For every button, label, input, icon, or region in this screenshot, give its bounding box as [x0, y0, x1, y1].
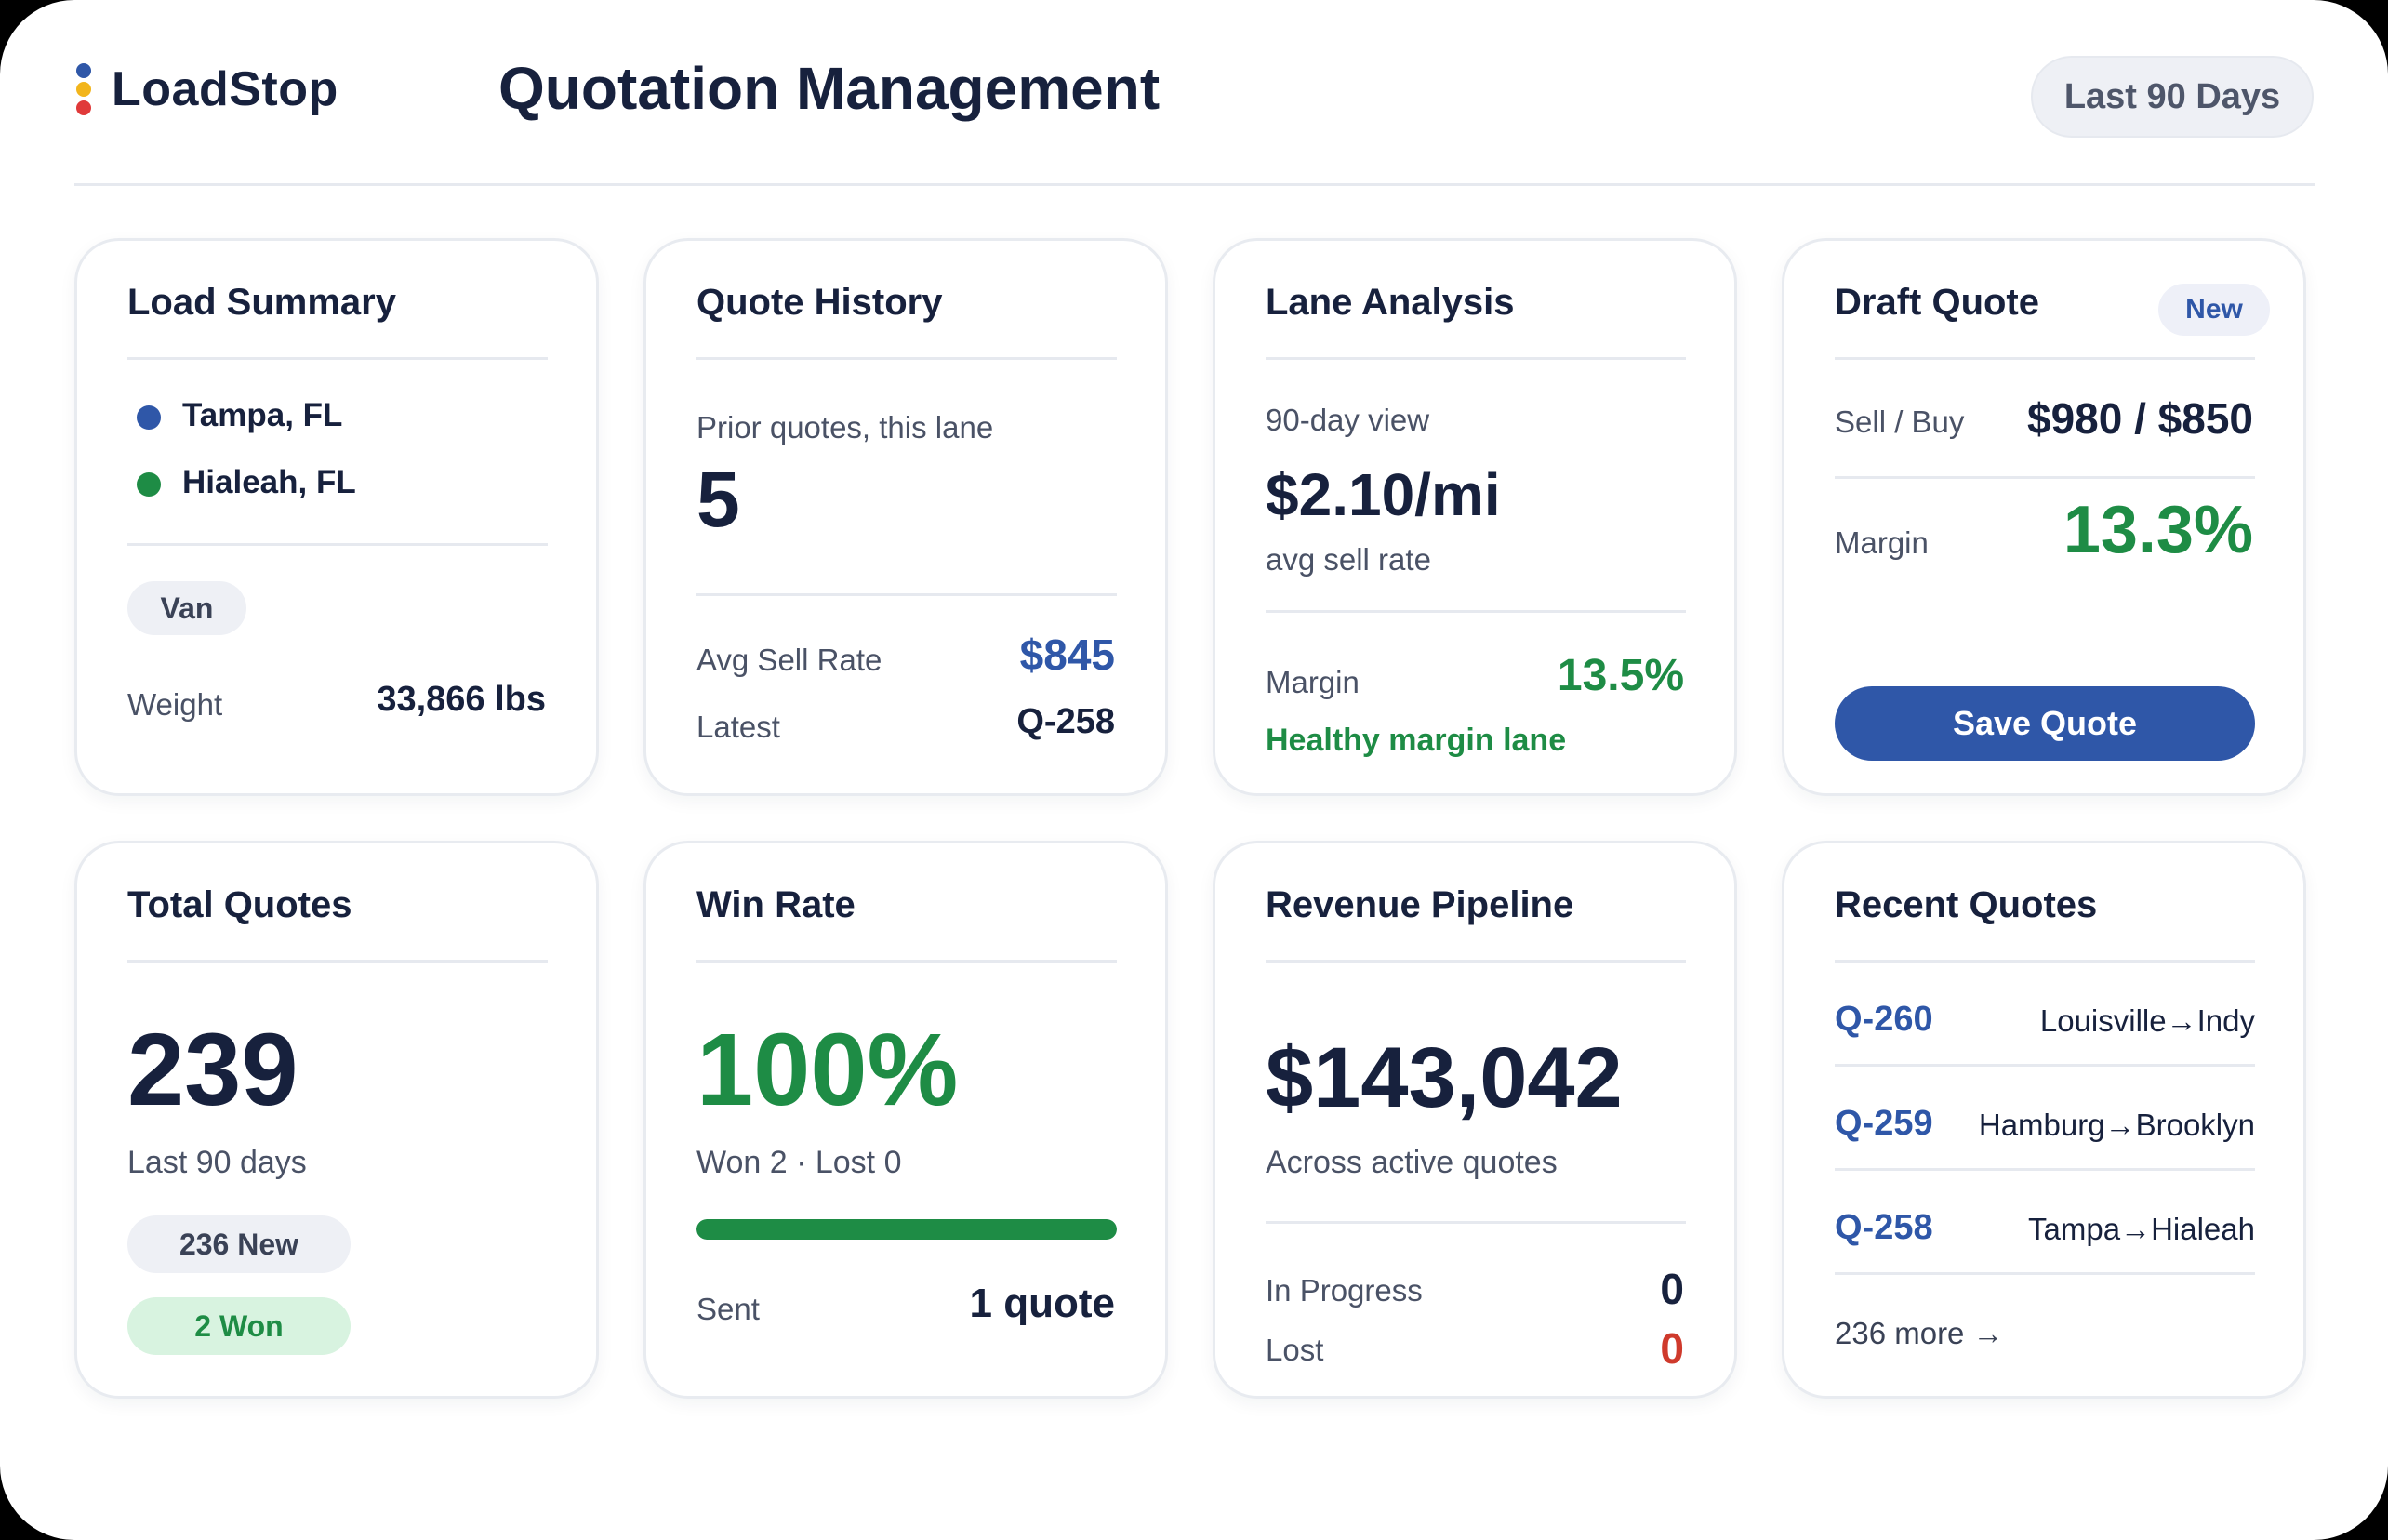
revenue-pipeline-card: Revenue Pipeline $143,042 Across active … [1213, 841, 1737, 1399]
more-quotes-link[interactable]: 236 more → [1835, 1316, 2004, 1350]
page-title: Quotation Management [498, 55, 1161, 122]
in-progress-value: 0 [1660, 1265, 1684, 1313]
margin-status: Healthy margin lane [1266, 723, 1567, 758]
avg-rate-value: $2.10/mi [1266, 461, 1501, 528]
sent-label: Sent [696, 1292, 760, 1326]
new-badge: New [2158, 284, 2270, 336]
win-rate-value: 100% [696, 1013, 959, 1127]
lane-analysis-card: Lane Analysis 90-day view $2.10/mi avg s… [1213, 238, 1737, 796]
win-rate-progress-bar [696, 1219, 1117, 1240]
recent-quote-row[interactable]: Q-260 Louisville→Indy [1835, 992, 2255, 1048]
divider [1266, 357, 1686, 360]
sell-buy-value: $980 / $850 [2026, 394, 2253, 443]
divider [1835, 1272, 2255, 1275]
margin-value: 13.5% [1557, 651, 1684, 700]
destination-dot-icon [137, 472, 161, 497]
quote-route: Tampa→Hialeah [2028, 1212, 2255, 1246]
divider [696, 357, 1117, 360]
weight-value: 33,866 lbs [377, 680, 546, 719]
card-title: Recent Quotes [1835, 884, 2098, 925]
divider [127, 960, 548, 962]
total-quotes-card: Total Quotes 239 Last 90 days 236 New 2 … [74, 841, 599, 1399]
sell-buy-label: Sell / Buy [1835, 405, 1965, 439]
divider [1835, 476, 2255, 479]
recent-quote-row[interactable]: Q-259 Hamburg→Brooklyn [1835, 1096, 2255, 1152]
app-logo[interactable]: LoadStop [76, 61, 338, 117]
quote-id-link[interactable]: Q-258 [1835, 1208, 1933, 1247]
divider [1835, 1064, 2255, 1067]
quote-id-link[interactable]: Q-260 [1835, 1000, 1933, 1039]
new-quotes-badge: 236 New [127, 1215, 351, 1273]
card-title: Total Quotes [127, 884, 352, 925]
card-title: Revenue Pipeline [1266, 884, 1574, 925]
divider [127, 543, 548, 546]
recent-quote-row[interactable]: Q-258 Tampa→Hialeah [1835, 1201, 2255, 1256]
in-progress-label: In Progress [1266, 1273, 1423, 1308]
quote-route: Louisville→Indy [2039, 1003, 2255, 1038]
quote-route: Hamburg→Brooklyn [1978, 1108, 2255, 1142]
margin-value: 13.3% [2063, 493, 2253, 567]
divider [1835, 1168, 2255, 1171]
logo-icon [76, 63, 91, 115]
avg-sell-rate-value: $845 [1019, 631, 1115, 679]
prior-quotes-label: Prior quotes, this lane [696, 410, 994, 445]
divider [1835, 960, 2255, 962]
equipment-badge: Van [127, 581, 246, 635]
latest-quote-id[interactable]: Q-258 [1016, 702, 1115, 741]
avg-sell-rate-label: Avg Sell Rate [696, 643, 882, 677]
origin-location: Tampa, FL [182, 397, 343, 433]
divider [127, 357, 548, 360]
pipeline-caption: Across active quotes [1266, 1145, 1558, 1180]
divider [1266, 610, 1686, 613]
app-name: LoadStop [112, 62, 338, 116]
quote-id-link[interactable]: Q-259 [1835, 1104, 1933, 1143]
divider [1266, 1221, 1686, 1224]
card-title: Draft Quote [1835, 282, 2039, 323]
destination-location: Hialeah, FL [182, 464, 356, 500]
win-rate-card: Win Rate 100% Won 2 · Lost 0 Sent 1 quot… [643, 841, 1168, 1399]
card-title: Load Summary [127, 282, 396, 323]
card-title: Lane Analysis [1266, 282, 1515, 323]
save-quote-button[interactable]: Save Quote [1835, 686, 2255, 761]
won-quotes-badge: 2 Won [127, 1297, 351, 1355]
divider [696, 960, 1117, 962]
lost-value: 0 [1660, 1324, 1684, 1373]
header-divider [74, 183, 2315, 186]
recent-quotes-card: Recent Quotes Q-260 Louisville→Indy Q-25… [1782, 841, 2306, 1399]
load-summary-card: Load Summary Tampa, FL Hialeah, FL Van W… [74, 238, 599, 796]
divider [1835, 357, 2255, 360]
total-quotes-count: 239 [127, 1013, 298, 1127]
margin-label: Margin [1266, 665, 1360, 699]
period-label: Last 90 days [127, 1145, 307, 1180]
latest-quote-label: Latest [696, 710, 780, 744]
sent-value: 1 quote [969, 1281, 1115, 1326]
card-title: Quote History [696, 282, 943, 323]
quote-history-card: Quote History Prior quotes, this lane 5 … [643, 238, 1168, 796]
draft-quote-card: Draft Quote New Sell / Buy $980 / $850 M… [1782, 238, 2306, 796]
prior-quotes-count: 5 [696, 456, 740, 543]
pipeline-amount: $143,042 [1266, 1030, 1623, 1125]
divider [1266, 960, 1686, 962]
origin-dot-icon [137, 405, 161, 430]
win-loss-breakdown: Won 2 · Lost 0 [696, 1145, 902, 1180]
win-rate-progress-fill [696, 1219, 1117, 1240]
view-period-label: 90-day view [1266, 403, 1430, 437]
card-title: Win Rate [696, 884, 856, 925]
lost-label: Lost [1266, 1333, 1324, 1367]
margin-label: Margin [1835, 525, 1929, 560]
date-range-button[interactable]: Last 90 Days [2031, 56, 2314, 138]
divider [696, 593, 1117, 596]
avg-rate-label: avg sell rate [1266, 542, 1431, 577]
weight-label: Weight [127, 687, 223, 722]
